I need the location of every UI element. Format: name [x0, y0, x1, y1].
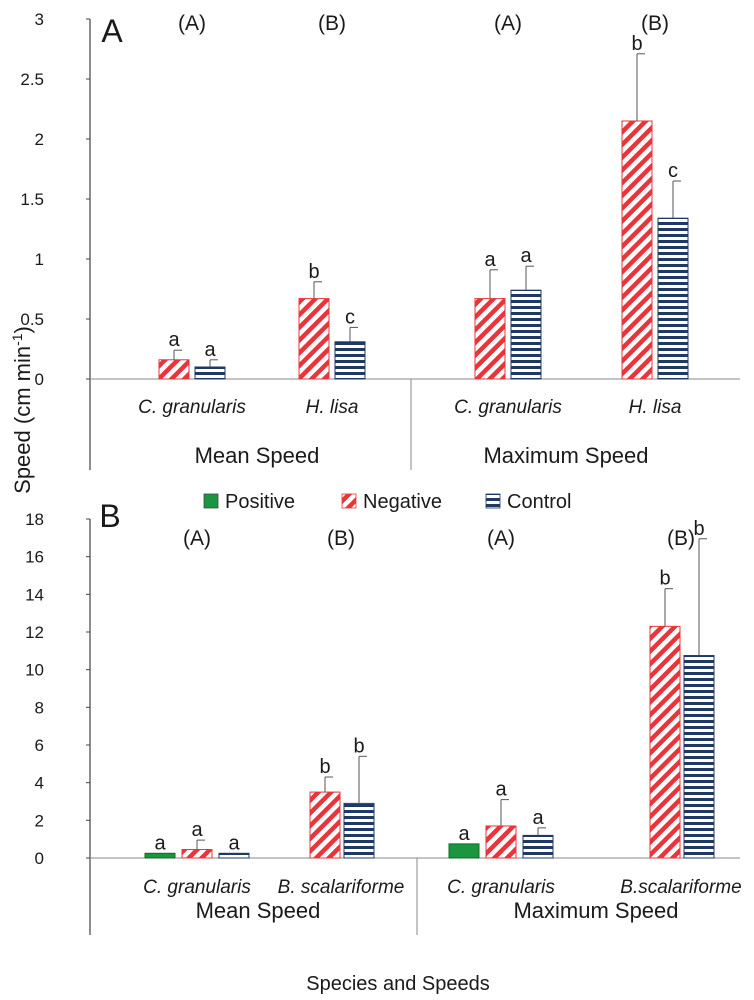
panel-a: 0 0.5 1 1.5 2 2.5 3 A Mean Speed Maximum Speed (A)…: [20, 10, 740, 470]
bar-negative: [621, 120, 653, 380]
species-group-letter: (A): [494, 12, 522, 35]
significance-letter: b: [308, 261, 319, 283]
y-tick-label: 3: [35, 10, 44, 29]
legend: Positive Negative Control: [203, 491, 571, 513]
group-label: Maximum Speed: [513, 898, 678, 923]
legend-label-negative: Negative: [363, 491, 442, 513]
bar-control: [218, 852, 250, 859]
significance-letter: b: [319, 756, 330, 778]
species-label: B.scalariforme: [620, 877, 741, 898]
y-tick-label: 6: [35, 736, 44, 755]
significance-letter: b: [631, 33, 642, 55]
significance-letter: a: [204, 339, 216, 361]
significance-letter: a: [154, 832, 166, 854]
bar-control: [343, 802, 375, 859]
significance-letter: a: [458, 823, 470, 845]
species-group-letter: (B): [327, 527, 355, 550]
y-tick-label: 0: [35, 849, 44, 868]
bar-negative: [309, 791, 341, 859]
species-label: C. granularis: [454, 397, 562, 418]
bar-positive: [144, 852, 176, 859]
species-group-letter: (A): [487, 527, 515, 550]
significance-letter: a: [228, 832, 240, 854]
legend-label-positive: Positive: [225, 491, 295, 513]
bar-control: [657, 217, 689, 380]
y-axis-title: Speed (cm min-1): [9, 326, 35, 494]
bar-control: [194, 366, 226, 380]
y-tick-label: 12: [25, 623, 44, 642]
significance-letter: a: [484, 249, 496, 271]
panel-label: B: [99, 498, 120, 534]
bar-control: [510, 289, 542, 380]
y-tick-label: 10: [25, 661, 44, 680]
species-group-letter: (B): [667, 527, 695, 550]
significance-letter: a: [495, 779, 507, 801]
legend-swatch-positive: [203, 493, 219, 509]
species-label: H. lisa: [629, 397, 682, 418]
species-label: C. granularis: [138, 397, 246, 418]
species-group-letter: (A): [178, 12, 206, 35]
bar-negative: [181, 849, 213, 859]
bar-control: [683, 655, 715, 859]
y-tick-label: 14: [25, 585, 44, 604]
y-tick-label: 0: [35, 370, 44, 389]
bar-negative: [298, 298, 330, 380]
bar-control: [522, 834, 554, 859]
species-group-letter: (B): [318, 12, 346, 35]
significance-letter: a: [532, 807, 544, 829]
bar-positive: [448, 843, 480, 859]
legend-swatch-negative: [341, 493, 357, 509]
significance-letter: a: [520, 245, 532, 267]
y-tick-label: 4: [35, 774, 44, 793]
legend-label-control: Control: [507, 491, 571, 513]
group-label: Maximum Speed: [483, 443, 648, 468]
significance-letter: a: [191, 819, 203, 841]
bar-negative: [474, 298, 506, 380]
y-tick-label: 1: [35, 250, 44, 269]
species-label: C. granularis: [447, 877, 555, 898]
significance-letter: a: [168, 329, 180, 351]
significance-letter: b: [353, 735, 364, 757]
significance-letter: c: [345, 306, 355, 328]
significance-letter: b: [659, 568, 670, 590]
bar-negative: [649, 625, 681, 859]
y-tick-label: 1.5: [20, 190, 44, 209]
y-tick-label: 2.5: [20, 70, 44, 89]
y-tick-label: 2: [35, 811, 44, 830]
y-tick-label: 16: [25, 548, 44, 567]
panel-b: 0 2 4 6 8 10 12 14 16 18 B Mean Speed Maximum Speed (…: [25, 498, 742, 935]
panel-label: A: [101, 13, 123, 49]
significance-letter: b: [693, 518, 704, 540]
legend-swatch-control: [485, 493, 501, 509]
group-label: Mean Speed: [195, 443, 320, 468]
y-tick-label: 8: [35, 698, 44, 717]
species-group-letter: (B): [641, 12, 669, 35]
bar-negative: [485, 825, 517, 859]
x-axis-title: Species and Speeds: [306, 973, 489, 995]
bar-control: [334, 341, 366, 380]
species-label: C. granularis: [143, 877, 251, 898]
species-group-letter: (A): [183, 527, 211, 550]
significance-letter: c: [668, 160, 678, 182]
y-tick-label: 0.5: [20, 310, 44, 329]
group-label: Mean Speed: [196, 898, 321, 923]
species-label: H. lisa: [306, 397, 359, 418]
y-tick-label: 2: [35, 130, 44, 149]
bar-negative: [158, 359, 190, 380]
species-label: B. scalariforme: [278, 877, 405, 898]
y-tick-label: 18: [25, 510, 44, 529]
